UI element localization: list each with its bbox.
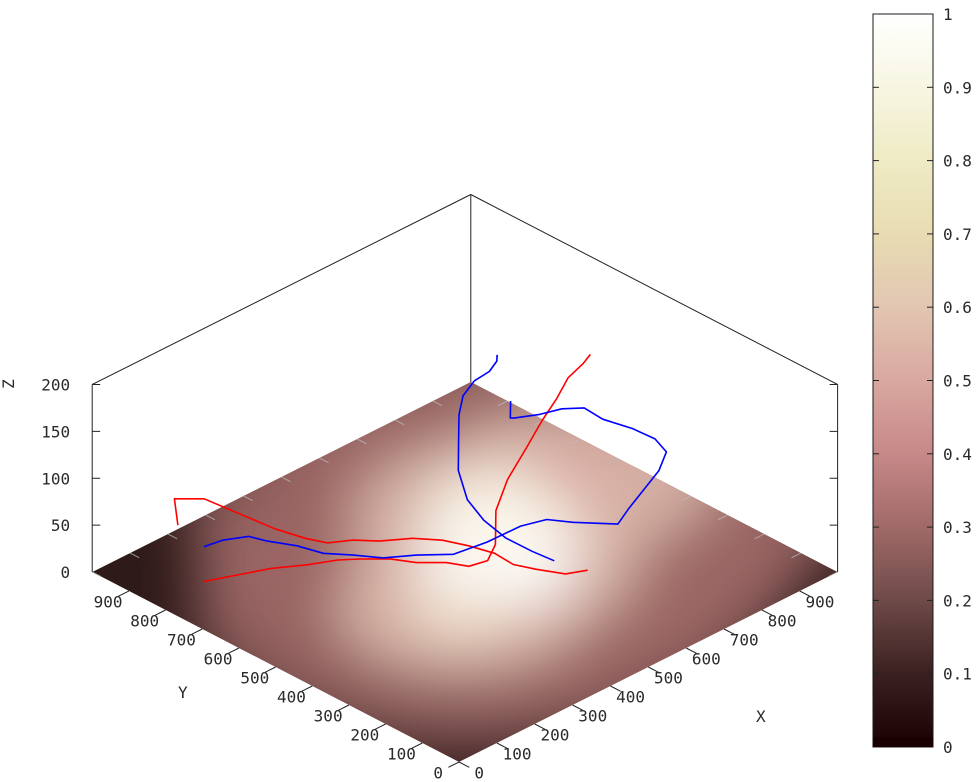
- colorbar-tick-label: 0.2: [943, 591, 972, 610]
- trajectory-lines: [173, 353, 668, 583]
- y-tick-mark-back: [717, 514, 728, 521]
- z-tick-label: 100: [41, 469, 70, 488]
- trajectory-line-2: [203, 353, 592, 583]
- colorbar-tick-label: 0.9: [943, 78, 972, 97]
- colorbar-ticks: 0 0.1 0.2 0.3 0.4 0.5 0.6 0.7 0.8 0.9 1: [873, 5, 972, 757]
- x-tick-label: 200: [540, 725, 569, 744]
- y-axis-title: Y: [178, 683, 188, 702]
- trajectory-line-1: [173, 497, 588, 575]
- colorbar-tick-label: 0: [943, 738, 953, 757]
- y-tick-mark: [448, 761, 460, 768]
- y-tick-label: 200: [350, 725, 379, 744]
- colorbar-tick-label: 0.1: [943, 665, 972, 684]
- x-axis-title: X: [756, 707, 766, 726]
- colorbar-min-band: [873, 737, 933, 747]
- x-tick-mark-back: [319, 457, 329, 464]
- top-left-edge: [91, 194, 472, 385]
- floor-tick-marks: [91, 400, 838, 768]
- y-tick-mark: [118, 590, 130, 597]
- surface-peak: [406, 583, 514, 640]
- y-tick-label: 700: [167, 630, 196, 649]
- y-tick-label: 800: [130, 611, 159, 630]
- y-tick-mark-back: [497, 400, 508, 407]
- y-tick-label: 900: [94, 592, 123, 611]
- y-tick-mark: [228, 647, 240, 654]
- x-tick-label: 0: [474, 763, 484, 782]
- x-tick-mark-back: [394, 419, 405, 426]
- x-tick-mark-back: [167, 533, 178, 540]
- surface-peak: [420, 471, 581, 555]
- x-tick-mark: [761, 609, 773, 616]
- y-tick-label: 500: [240, 668, 269, 687]
- colorbar-tick-label: 0.8: [943, 152, 972, 171]
- y-tick-label: 0: [433, 763, 443, 782]
- x-tick-label: 100: [503, 744, 532, 763]
- x-tick-label: 700: [730, 630, 759, 649]
- colorbar-tick-label: 0.5: [943, 372, 972, 391]
- y-tick-mark: [374, 723, 386, 730]
- x-tick-mark: [534, 723, 546, 730]
- colorbar: 0 0.1 0.2 0.3 0.4 0.5 0.6 0.7 0.8 0.9 1: [872, 5, 972, 757]
- x-tick-label: 500: [654, 668, 683, 687]
- colorbar-tick-label: 0.6: [943, 298, 972, 317]
- x-tick-mark-back: [281, 476, 291, 483]
- y-tick-mark-back: [827, 571, 838, 578]
- y-tick-label: 100: [387, 744, 416, 763]
- y-tick-mark: [411, 742, 423, 749]
- y-tick-mark: [191, 628, 203, 635]
- colorbar-tick-label: 0.7: [943, 225, 972, 244]
- y-tick-mark-back: [607, 457, 618, 464]
- y-tick-mark: [264, 666, 276, 673]
- x-tick-mark: [496, 742, 508, 749]
- y-tick-label: 400: [277, 687, 306, 706]
- surface-floor: [92, 382, 838, 762]
- x-tick-mark-back: [432, 400, 443, 407]
- x-tick-mark-back: [356, 438, 367, 445]
- y-tick-mark: [338, 704, 350, 711]
- y-tick-label: 300: [314, 706, 343, 725]
- x-tick-label: 400: [616, 687, 645, 706]
- x-tick-mark-back: [243, 495, 254, 502]
- axis-tick-labels: 0100200300400500600700800900010020030040…: [41, 376, 834, 782]
- x-tick-label: 600: [692, 649, 721, 668]
- x-tick-mark: [572, 704, 584, 711]
- y-tick-mark-back: [681, 495, 692, 502]
- colorbar-tick-label: 0.4: [943, 445, 972, 464]
- z-tick-label: 150: [41, 422, 70, 441]
- x-tick-label: 300: [578, 706, 607, 725]
- x-tick-mark: [723, 628, 735, 635]
- trajectory-line-3: [203, 400, 668, 559]
- x-tick-mark: [685, 647, 697, 654]
- z-tick-label: 0: [61, 563, 71, 582]
- x-tick-mark: [648, 666, 659, 673]
- x-tick-mark-back: [205, 514, 216, 521]
- z-tick-label: 50: [51, 516, 70, 535]
- z-axis-title: Z: [0, 379, 18, 389]
- x-tick-mark: [610, 685, 621, 692]
- y-tick-mark: [154, 609, 166, 616]
- x-tick-label: 800: [768, 611, 797, 630]
- x-tick-mark-back: [129, 552, 140, 559]
- x-tick-mark: [799, 590, 811, 597]
- top-right-edge: [470, 194, 838, 385]
- x-tick-mark: [458, 761, 470, 768]
- trajectory-line-4: [457, 354, 555, 562]
- x-tick-mark-back: [91, 571, 102, 578]
- y-tick-mark-back: [791, 552, 802, 559]
- colorbar-gradient: [872, 13, 934, 748]
- y-tick-label: 600: [204, 649, 233, 668]
- surface-peak: [531, 451, 628, 503]
- colorbar-tick-label: 1: [943, 5, 953, 24]
- y-tick-mark-back: [571, 438, 582, 445]
- z-tick-label: 200: [41, 376, 70, 395]
- x-tick-label: 900: [805, 592, 834, 611]
- colorbar-tick-label: 0.3: [943, 518, 972, 537]
- y-tick-mark: [301, 685, 313, 692]
- y-tick-mark-back: [754, 533, 765, 540]
